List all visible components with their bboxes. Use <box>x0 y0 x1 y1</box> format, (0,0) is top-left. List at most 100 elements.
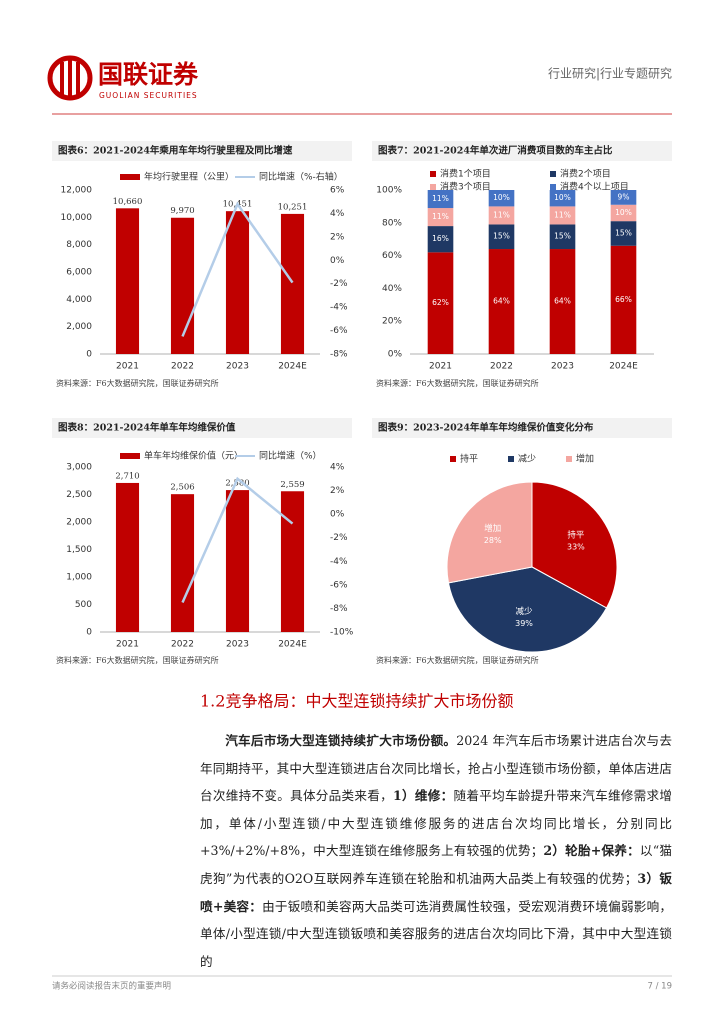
legend-label: 消费1个项目 <box>440 168 491 180</box>
y-tick-label: 0% <box>330 256 345 266</box>
x-tick-label: 2022 <box>490 362 513 372</box>
y-tick-label: 0% <box>330 510 345 520</box>
x-tick-label: 2023 <box>551 362 574 372</box>
segment-value-label: 64% <box>493 297 510 306</box>
segment-value-label: 64% <box>554 297 571 306</box>
slice-value-label: 39% <box>515 619 533 628</box>
y-tick-label: 4% <box>330 209 345 219</box>
y-tick-label: 6% <box>330 186 345 196</box>
bar-segment <box>610 190 637 205</box>
chart-title-bar <box>52 418 352 438</box>
logo-icon <box>47 55 93 101</box>
slice-label: 增加 <box>484 523 501 534</box>
bar-value-label: 10,660 <box>113 197 143 207</box>
y-tick-label: 80% <box>382 218 402 228</box>
legend-swatch <box>430 184 436 190</box>
legend-swatch <box>550 184 556 190</box>
legend-swatch <box>550 171 556 177</box>
y-tick-label: -4% <box>330 303 348 313</box>
x-tick-label: 2023 <box>226 640 249 650</box>
y-tick-label: 12,000 <box>61 186 93 196</box>
x-tick-label: 2021 <box>429 362 452 372</box>
logo-subtext: GUOLIAN SECURITIES <box>99 91 198 100</box>
y-tick-label: 20% <box>382 317 402 327</box>
y-tick-label: 4% <box>330 463 345 473</box>
y-tick-label: 40% <box>382 284 402 294</box>
bar <box>170 494 195 632</box>
bar-segment <box>610 204 637 222</box>
y-tick-label: 60% <box>382 251 402 261</box>
bar-segment <box>610 221 637 246</box>
y-tick-label: 500 <box>75 600 92 610</box>
bar-segment <box>549 206 576 225</box>
y-tick-label: 2,000 <box>66 322 92 332</box>
bar <box>115 482 140 632</box>
bar-segment <box>488 206 515 225</box>
y-tick-label: -2% <box>330 533 348 543</box>
logo-text: 国联证券 <box>98 60 199 89</box>
report-category: 行业研究|行业专题研究 <box>548 66 672 81</box>
chart-title: 图表8：2021-2024年单车年均维保价值 <box>58 422 236 434</box>
y-tick-label: -6% <box>330 326 348 336</box>
chart-title: 图表7：2021-2024年单次进厂消费项目数的车主占比 <box>378 145 613 157</box>
page-number: 7 / 19 <box>648 982 673 992</box>
bar-value-label: 2,559 <box>280 480 304 490</box>
segment-value-label: 15% <box>615 228 632 237</box>
x-tick-label: 2021 <box>116 640 139 650</box>
y-tick-label: 2,500 <box>66 490 92 500</box>
bar-segment <box>427 208 454 227</box>
legend-label: 消费4个以上项目 <box>560 181 629 193</box>
segment-value-label: 10% <box>554 193 571 202</box>
paragraph-run: 以“猫虎狗”为代表的O2O互联网养车连锁在轮胎和机油两大品类上有较强的优势； <box>200 843 672 886</box>
legend-label: 单车年均维保价值（元） <box>144 450 243 462</box>
bar <box>115 208 140 354</box>
paragraph-run: 3）钣喷+美容： <box>200 870 673 914</box>
chart-source: 资料来源：F6大数据研究院，国联证券研究所 <box>376 378 539 388</box>
x-tick-label: 2024E <box>609 362 638 372</box>
bar-value-label: 2,580 <box>225 479 249 489</box>
y-tick-label: -4% <box>330 557 348 567</box>
segment-value-label: 11% <box>554 210 571 219</box>
y-tick-label: 100% <box>376 186 402 196</box>
legend-label: 增加 <box>576 453 594 465</box>
pie-slice <box>446 481 533 584</box>
bar-value-label: 2,506 <box>170 483 194 493</box>
slice-label: 持平 <box>567 530 585 541</box>
section-heading: 1.2竞争格局：中大型连锁持续扩大市场份额 <box>200 692 513 711</box>
pie-slice <box>447 566 608 653</box>
segment-value-label: 10% <box>493 193 510 202</box>
legend-label: 同比增速（%） <box>259 450 322 462</box>
bar <box>280 213 305 354</box>
legend-swatch <box>450 456 456 462</box>
segment-value-label: 10% <box>615 208 632 217</box>
bar-segment <box>427 226 454 253</box>
segment-value-label: 66% <box>615 295 632 304</box>
legend-swatch <box>508 456 514 462</box>
legend-swatch <box>566 456 572 462</box>
legend-swatch <box>120 174 140 180</box>
y-tick-label: -10% <box>330 628 354 638</box>
y-tick-label: -8% <box>330 350 348 360</box>
y-tick-label: 10,000 <box>61 213 93 223</box>
x-tick-label: 2024E <box>278 640 307 650</box>
paragraph-run: 由于钣喷和美容两大品类可选消费属性较强，受宏观消费环境偏弱影响，单体/小型连锁/… <box>200 898 673 969</box>
slice-label: 减少 <box>516 606 534 617</box>
x-tick-label: 2022 <box>171 640 194 650</box>
legend-swatch <box>430 171 436 177</box>
bar-segment <box>549 224 576 250</box>
chart-title: 图表9：2023-2024年单车年均维保价值变化分布 <box>378 422 594 434</box>
bar-value-label: 2,710 <box>115 471 139 481</box>
y-tick-label: 0% <box>388 350 403 360</box>
y-tick-label: 2% <box>330 232 345 242</box>
legend-label: 持平 <box>460 453 478 465</box>
y-tick-label: -8% <box>330 604 348 614</box>
paragraph-run: 汽车后市场大型连锁持续扩大市场份额。 <box>225 733 457 748</box>
y-tick-label: 6,000 <box>66 268 92 278</box>
bar-value-label: 9,970 <box>170 206 194 216</box>
slice-value-label: 33% <box>567 543 585 552</box>
segment-value-label: 11% <box>493 210 510 219</box>
segment-value-label: 9% <box>618 192 630 201</box>
segment-value-label: 16% <box>432 234 449 243</box>
